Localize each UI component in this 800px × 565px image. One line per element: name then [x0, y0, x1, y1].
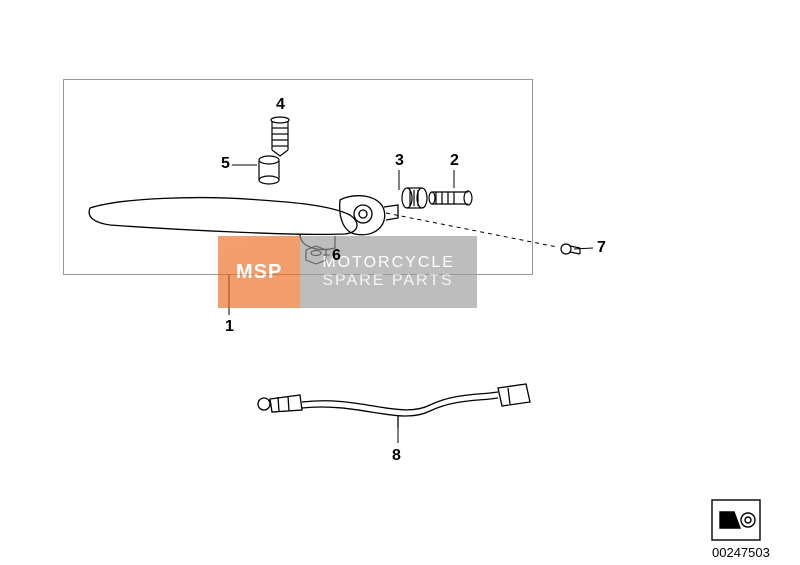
- diagram-canvas: MSP MOTORCYCLE SPARE PARTS 1 2 3 4 5 6 7…: [0, 0, 800, 565]
- callout-6: 6: [332, 247, 341, 265]
- watermark-line2: SPARE PARTS: [322, 272, 455, 290]
- callout-7: 7: [597, 239, 606, 257]
- callout-3: 3: [395, 152, 404, 170]
- document-id: 00247503: [712, 545, 770, 560]
- callout-4: 4: [276, 96, 285, 114]
- callout-8: 8: [392, 447, 401, 465]
- watermark-text: MOTORCYCLE SPARE PARTS: [300, 236, 477, 308]
- callout-1: 1: [225, 318, 234, 336]
- watermark-line1: MOTORCYCLE: [322, 254, 455, 272]
- watermark-logo: MSP: [218, 236, 300, 308]
- callout-2: 2: [450, 152, 459, 170]
- callout-5: 5: [221, 155, 230, 173]
- watermark: MSP MOTORCYCLE SPARE PARTS: [218, 236, 538, 308]
